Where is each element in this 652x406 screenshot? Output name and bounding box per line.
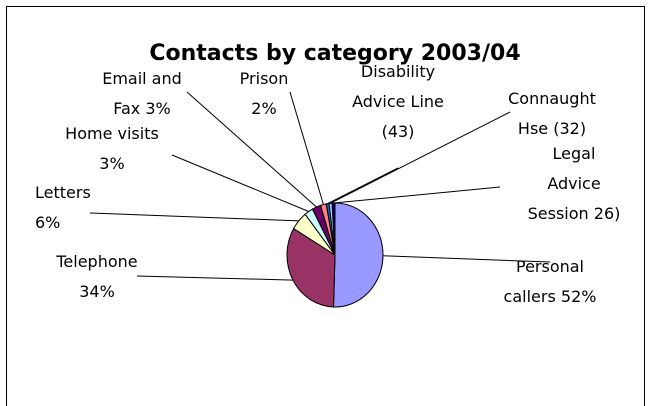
slice-label: Disability Advice Line (43) bbox=[352, 62, 444, 141]
slice-label-line: Hse (32) bbox=[518, 119, 586, 138]
slice-label-line: Personal bbox=[516, 257, 584, 276]
slice-label-line: Legal bbox=[553, 144, 596, 163]
slice-label: Personal callers 52% bbox=[504, 257, 597, 306]
leader-line bbox=[333, 186, 501, 204]
slice-label-line: callers 52% bbox=[504, 287, 597, 306]
slice-label-line: Email and bbox=[102, 69, 182, 88]
slice-label-line: Connaught bbox=[508, 89, 596, 108]
pie-slice bbox=[333, 202, 384, 308]
slice-label-line: Advice Line bbox=[352, 92, 444, 111]
slice-label-line: 3% bbox=[99, 154, 124, 173]
slice-label-line: 34% bbox=[79, 282, 115, 301]
slice-label: Legal Advice Session 26) bbox=[528, 144, 621, 223]
slice-label: Telephone 34% bbox=[55, 252, 137, 301]
slice-label-line: Letters bbox=[35, 183, 91, 202]
slice-label-line: Advice bbox=[547, 174, 600, 193]
leader-line bbox=[171, 154, 309, 212]
slice-label-line: Telephone bbox=[55, 252, 137, 271]
slice-label-line: Prison bbox=[240, 69, 289, 88]
slice-label: Connaught Hse (32) bbox=[508, 89, 596, 138]
chart-frame bbox=[6, 6, 645, 406]
slice-label-line: (43) bbox=[382, 122, 415, 141]
leader-line bbox=[89, 212, 299, 222]
chart-title: Contacts by category 2003/04 bbox=[149, 41, 520, 66]
slice-label-line: 2% bbox=[251, 99, 276, 118]
slice-label: Prison 2% bbox=[240, 69, 289, 118]
leader-line bbox=[327, 167, 399, 205]
leader-line bbox=[289, 91, 324, 205]
slice-label-line: 6% bbox=[35, 213, 60, 232]
leader-line bbox=[330, 111, 511, 204]
slice-label-line: Home visits bbox=[65, 124, 159, 143]
slice-label-line: Fax 3% bbox=[113, 99, 170, 118]
slice-label-line: Disability bbox=[361, 62, 435, 81]
slice-label: Email and Fax 3% bbox=[102, 69, 182, 118]
leader-line bbox=[382, 255, 551, 263]
slice-label: Home visits 3% bbox=[65, 124, 159, 173]
pie-slice bbox=[286, 227, 336, 308]
leader-line bbox=[186, 91, 317, 208]
slice-label-line: Session 26) bbox=[528, 204, 621, 223]
slice-label: Letters 6% bbox=[35, 183, 91, 232]
leader-line bbox=[136, 275, 293, 281]
